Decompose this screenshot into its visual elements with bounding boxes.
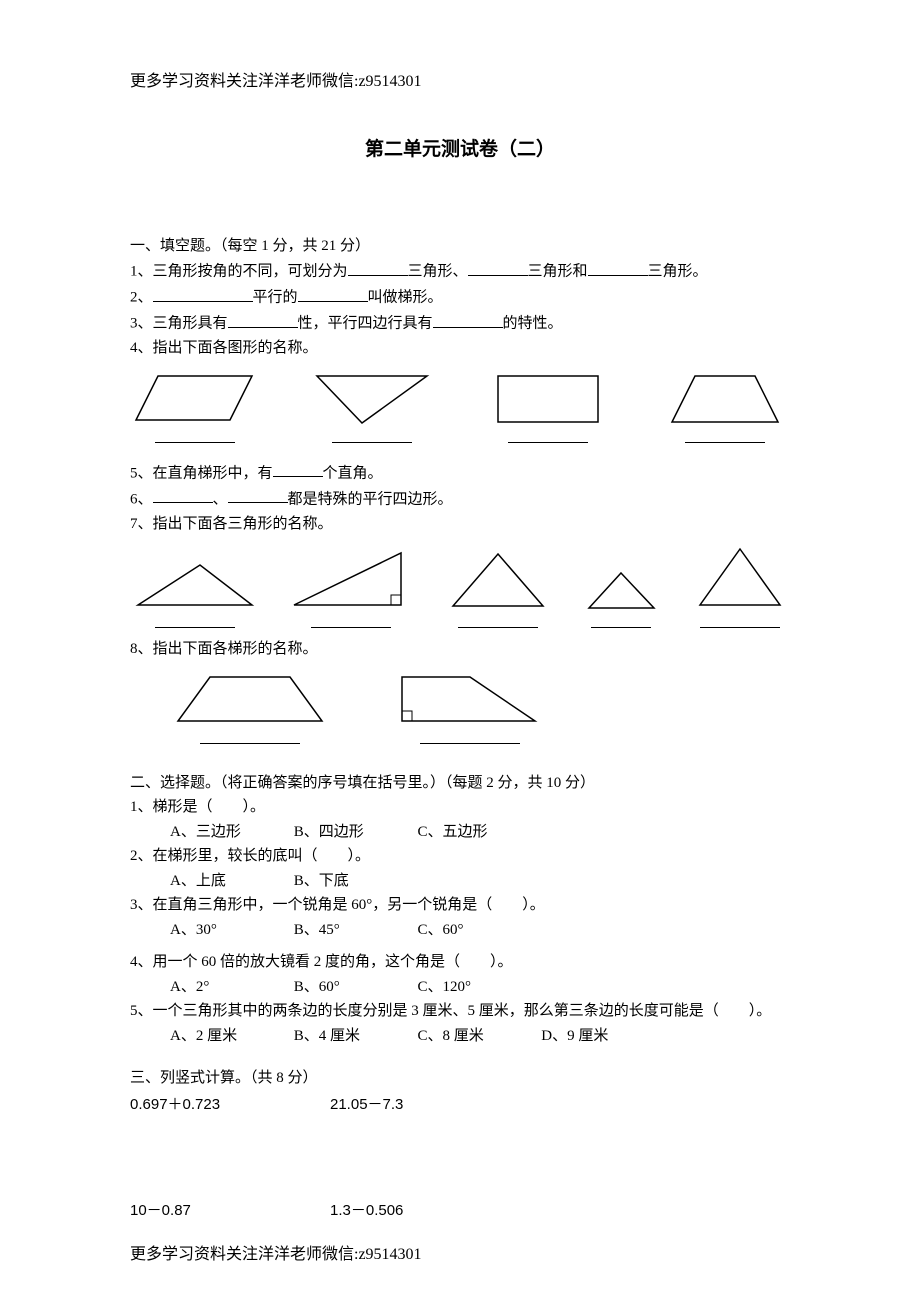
blank[interactable] [348, 259, 408, 276]
opt-c[interactable]: C、五边形 [418, 821, 538, 844]
q1-1: 1、三角形按角的不同，可划分为 三角形、 三角形和 三角形。 [130, 259, 790, 283]
calc-4: 1.3－0.506 [330, 1200, 530, 1223]
opt-c[interactable]: C、60° [418, 919, 538, 942]
q1-2-text-a: 2、 [130, 290, 153, 306]
opt-b[interactable]: B、60° [294, 976, 414, 999]
calc-3: 10－0.87 [130, 1200, 330, 1223]
opt-b[interactable]: B、45° [294, 919, 414, 942]
opt-d[interactable]: D、9 厘米 [541, 1025, 661, 1048]
blank[interactable] [153, 285, 253, 302]
blank[interactable] [228, 311, 298, 328]
q1-3-text-c: 的特性。 [503, 316, 563, 332]
blank[interactable] [228, 487, 288, 504]
shapes-row-1 [130, 368, 790, 443]
shape-blank[interactable] [420, 743, 520, 744]
section-1-title: 一、填空题。（每空 1 分，共 21 分） [130, 235, 790, 258]
opt-c[interactable]: C、8 厘米 [418, 1025, 538, 1048]
q2-3-opts: A、30° B、45° C、60° [130, 919, 790, 942]
header-note: 更多学习资料关注洋洋老师微信:z9514301 [130, 70, 790, 94]
calc-2: 21.05－7.3 [330, 1094, 530, 1117]
opt-b[interactable]: B、4 厘米 [294, 1025, 414, 1048]
shape-trapezoid [660, 368, 790, 443]
footer-note: 更多学习资料关注洋洋老师微信:z9514301 [130, 1243, 790, 1267]
q2-2-opts: A、上底 B、下底 [130, 870, 790, 893]
q2-5: 5、一个三角形其中的两条边的长度分别是 3 厘米、5 厘米，那么第三条边的长度可… [130, 1000, 790, 1023]
shape-acute-triangle [443, 548, 553, 628]
shape-isosceles-trapezoid [170, 669, 330, 744]
shape-blank[interactable] [155, 627, 235, 628]
shape-right-trapezoid [390, 669, 550, 744]
opt-c[interactable]: C、120° [418, 976, 538, 999]
shape-parallelogram [130, 368, 260, 443]
q1-2-text-b: 平行的 [253, 290, 298, 306]
section-3-title: 三、列竖式计算。（共 8 分） [130, 1067, 790, 1090]
q1-2-text-c: 叫做梯形。 [368, 290, 443, 306]
opt-a[interactable]: A、2 厘米 [170, 1025, 290, 1048]
q1-1-text-d: 三角形。 [648, 264, 708, 280]
q2-4: 4、用一个 60 倍的放大镜看 2 度的角，这个角是（ ）。 [130, 951, 790, 974]
section-2-title: 二、选择题。（将正确答案的序号填在括号里。）（每题 2 分，共 10 分） [130, 772, 790, 795]
page-title: 第二单元测试卷（二） [130, 136, 790, 165]
opt-b[interactable]: B、四边形 [294, 821, 414, 844]
blank[interactable] [298, 285, 368, 302]
blank[interactable] [468, 259, 528, 276]
shape-blank[interactable] [332, 442, 412, 443]
shapes-row-triangles [130, 543, 790, 628]
calc-row-2: 10－0.87 1.3－0.506 [130, 1200, 790, 1223]
opt-a[interactable]: A、30° [170, 919, 290, 942]
shape-triangle-down [307, 368, 437, 443]
shape-blank[interactable] [685, 442, 765, 443]
q2-5-opts: A、2 厘米 B、4 厘米 C、8 厘米 D、9 厘米 [130, 1025, 790, 1048]
q1-7: 7、指出下面各三角形的名称。 [130, 513, 790, 536]
shape-small-triangle [579, 563, 664, 628]
opt-a[interactable]: A、上底 [170, 870, 290, 893]
q1-1-text-b: 三角形、 [408, 264, 468, 280]
opt-a[interactable]: A、三边形 [170, 821, 290, 844]
shape-blank[interactable] [200, 743, 300, 744]
q1-3-text-a: 3、三角形具有 [130, 316, 228, 332]
blank[interactable] [273, 461, 323, 478]
blank[interactable] [588, 259, 648, 276]
q1-8: 8、指出下面各梯形的名称。 [130, 638, 790, 661]
opt-b[interactable]: B、下底 [294, 870, 414, 893]
q2-2: 2、在梯形里，较长的底叫（ ）。 [130, 845, 790, 868]
q2-4-opts: A、2° B、60° C、120° [130, 976, 790, 999]
shape-rectangle [483, 368, 613, 443]
q2-1-opts: A、三边形 B、四边形 C、五边形 [130, 821, 790, 844]
shape-blank[interactable] [155, 442, 235, 443]
shape-blank[interactable] [508, 442, 588, 443]
q1-1-text-a: 1、三角形按角的不同，可划分为 [130, 264, 348, 280]
shape-right-triangle [286, 548, 416, 628]
q1-6: 6、、都是特殊的平行四边形。 [130, 487, 790, 511]
q1-5-text-b: 个直角。 [323, 465, 383, 481]
q1-6-text-b: 都是特殊的平行四边形。 [288, 491, 453, 507]
blank[interactable] [153, 487, 213, 504]
q1-5: 5、在直角梯形中，有 个直角。 [130, 461, 790, 485]
q1-6-text-a: 6、 [130, 491, 153, 507]
opt-a[interactable]: A、2° [170, 976, 290, 999]
shape-blank[interactable] [311, 627, 391, 628]
shape-equilateral-triangle [690, 543, 790, 628]
calc-1: 0.697＋0.723 [130, 1094, 330, 1117]
shapes-row-trapezoids [130, 669, 790, 744]
q1-3-text-b: 性，平行四边行具有 [298, 316, 433, 332]
shape-blank[interactable] [700, 627, 780, 628]
shape-obtuse-triangle [130, 553, 260, 628]
blank[interactable] [433, 311, 503, 328]
q1-2: 2、 平行的 叫做梯形。 [130, 285, 790, 309]
q2-1: 1、梯形是（ ）。 [130, 796, 790, 819]
calc-row-1: 0.697＋0.723 21.05－7.3 [130, 1094, 790, 1117]
shape-blank[interactable] [458, 627, 538, 628]
q1-1-text-c: 三角形和 [528, 264, 588, 280]
q2-3: 3、在直角三角形中，一个锐角是 60°，另一个锐角是（ ）。 [130, 894, 790, 917]
shape-blank[interactable] [591, 627, 651, 628]
q1-5-text-a: 5、在直角梯形中，有 [130, 465, 273, 481]
q1-4: 4、指出下面各图形的名称。 [130, 337, 790, 360]
q1-3: 3、三角形具有 性，平行四边行具有 的特性。 [130, 311, 790, 335]
